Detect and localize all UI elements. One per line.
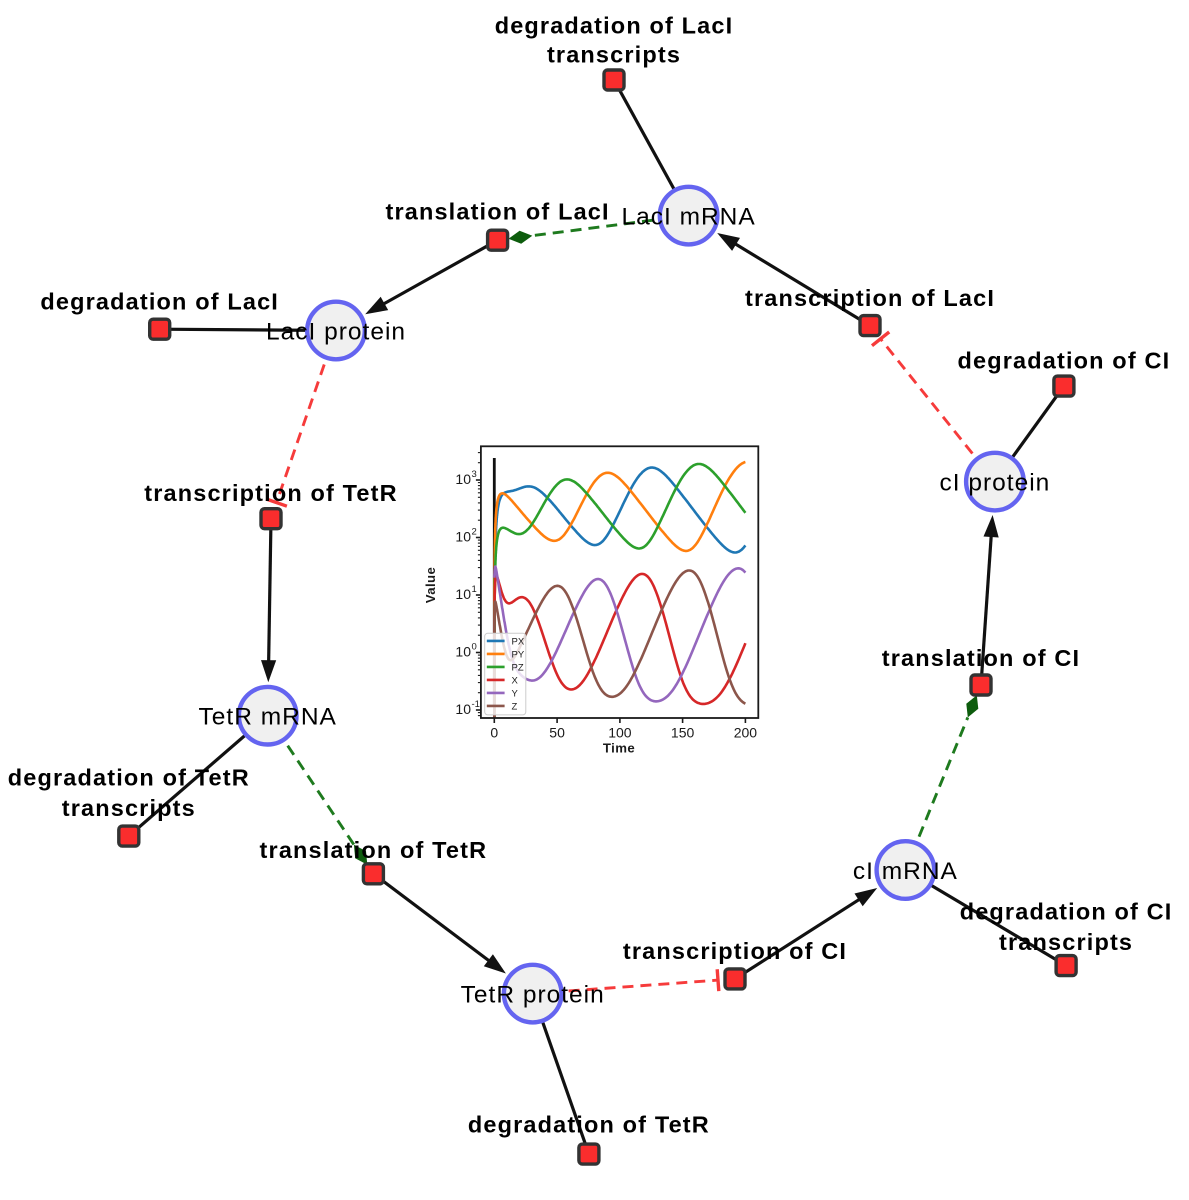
svg-text:X: X: [512, 675, 519, 686]
svg-text:0: 0: [472, 642, 477, 653]
svg-text:translation of CI: translation of CI: [882, 645, 1080, 671]
svg-text:translation of LacI: translation of LacI: [385, 199, 609, 225]
svg-text:Z: Z: [512, 701, 518, 712]
svg-text:transcripts: transcripts: [547, 41, 681, 67]
svg-text:transcription of TetR: transcription of TetR: [144, 480, 398, 506]
svg-text:0: 0: [490, 725, 498, 741]
svg-text:PY: PY: [512, 649, 525, 660]
svg-text:transcription of CI: transcription of CI: [623, 938, 847, 964]
svg-text:degradation of LacI: degradation of LacI: [495, 13, 734, 39]
svg-text:translation of TetR: translation of TetR: [260, 837, 488, 863]
svg-text:degradation of TetR: degradation of TetR: [8, 765, 250, 791]
svg-text:10: 10: [455, 586, 471, 602]
svg-text:PX: PX: [512, 636, 525, 647]
svg-text:degradation of CI: degradation of CI: [960, 899, 1173, 925]
svg-text:50: 50: [549, 725, 565, 741]
svg-text:10: 10: [455, 471, 471, 487]
svg-text:PZ: PZ: [512, 662, 524, 673]
svg-text:LacI mRNA: LacI mRNA: [621, 204, 755, 231]
svg-text:-1: -1: [472, 699, 480, 710]
svg-text:2: 2: [472, 527, 477, 538]
svg-text:transcripts: transcripts: [62, 795, 196, 821]
svg-text:degradation of CI: degradation of CI: [958, 347, 1171, 373]
svg-text:10: 10: [455, 644, 471, 660]
svg-text:100: 100: [608, 725, 632, 741]
svg-text:transcription of LacI: transcription of LacI: [745, 285, 995, 311]
svg-text:Value: Value: [423, 567, 438, 603]
svg-text:degradation of TetR: degradation of TetR: [468, 1112, 710, 1138]
svg-text:cI protein: cI protein: [940, 470, 1051, 497]
svg-text:10: 10: [455, 529, 471, 545]
svg-text:10: 10: [455, 701, 471, 717]
svg-text:cI mRNA: cI mRNA: [853, 858, 958, 885]
svg-text:TetR mRNA: TetR mRNA: [199, 704, 337, 731]
svg-text:Y: Y: [512, 688, 519, 699]
svg-text:150: 150: [671, 725, 695, 741]
svg-text:1: 1: [472, 584, 477, 595]
svg-text:transcripts: transcripts: [999, 929, 1133, 955]
svg-text:Time: Time: [603, 741, 635, 756]
svg-text:3: 3: [472, 469, 477, 480]
svg-text:200: 200: [734, 725, 758, 741]
svg-text:TetR protein: TetR protein: [461, 982, 605, 1009]
svg-text:degradation of LacI: degradation of LacI: [40, 289, 279, 315]
svg-text:LacI protein: LacI protein: [266, 319, 406, 346]
